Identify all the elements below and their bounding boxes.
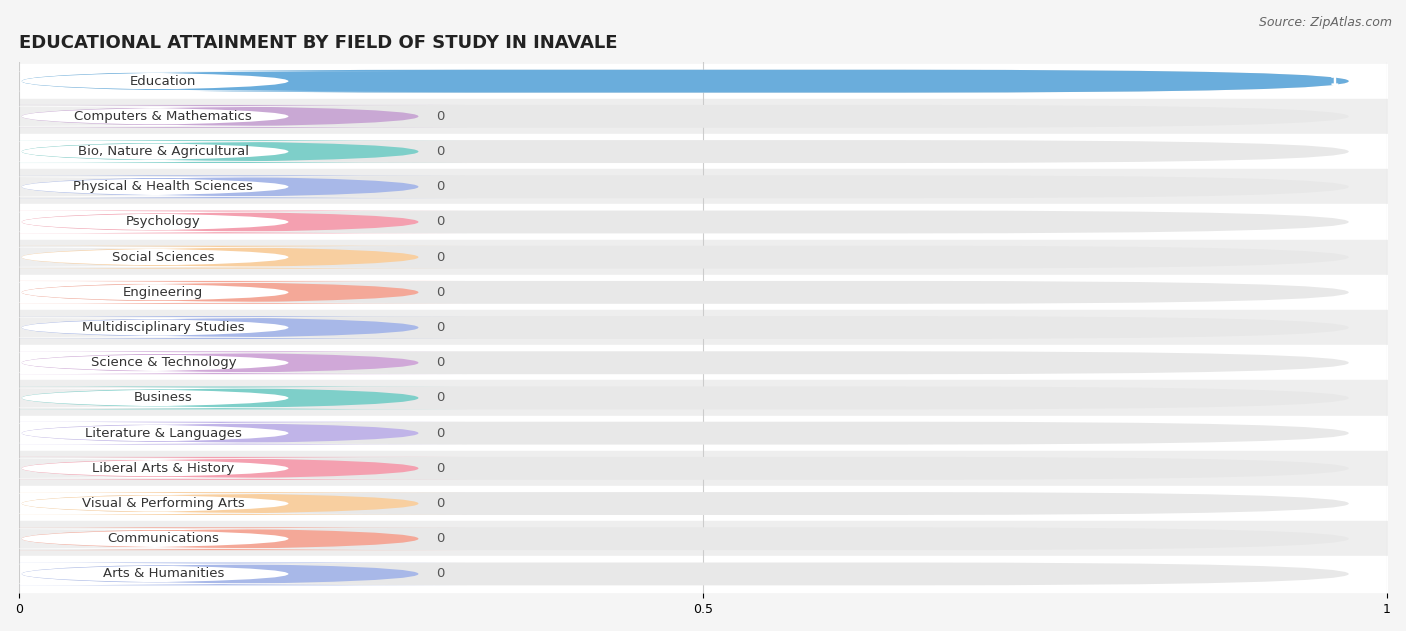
FancyBboxPatch shape: [0, 106, 413, 126]
FancyBboxPatch shape: [0, 140, 467, 163]
Text: 0: 0: [436, 145, 444, 158]
Text: Source: ZipAtlas.com: Source: ZipAtlas.com: [1258, 16, 1392, 29]
FancyBboxPatch shape: [21, 351, 1348, 374]
Text: Business: Business: [134, 391, 193, 404]
Text: EDUCATIONAL ATTAINMENT BY FIELD OF STUDY IN INAVALE: EDUCATIONAL ATTAINMENT BY FIELD OF STUDY…: [20, 34, 617, 52]
Text: 0: 0: [436, 357, 444, 369]
FancyBboxPatch shape: [0, 388, 413, 408]
FancyBboxPatch shape: [0, 457, 467, 480]
Text: 0: 0: [436, 180, 444, 193]
Text: Liberal Arts & History: Liberal Arts & History: [93, 462, 235, 475]
FancyBboxPatch shape: [21, 70, 1348, 93]
Text: 0: 0: [436, 532, 444, 545]
FancyBboxPatch shape: [0, 564, 413, 584]
FancyBboxPatch shape: [0, 529, 413, 549]
Text: Social Sciences: Social Sciences: [112, 251, 215, 264]
FancyBboxPatch shape: [21, 175, 1348, 198]
FancyBboxPatch shape: [21, 528, 1348, 550]
FancyBboxPatch shape: [0, 71, 413, 91]
FancyBboxPatch shape: [21, 140, 1348, 163]
FancyBboxPatch shape: [0, 458, 413, 478]
FancyBboxPatch shape: [0, 247, 413, 267]
Text: 0: 0: [436, 110, 444, 123]
Text: Engineering: Engineering: [124, 286, 204, 299]
Text: Bio, Nature & Agricultural: Bio, Nature & Agricultural: [77, 145, 249, 158]
Text: Literature & Languages: Literature & Languages: [84, 427, 242, 440]
FancyBboxPatch shape: [21, 492, 1348, 515]
FancyBboxPatch shape: [0, 316, 467, 339]
Text: 0: 0: [436, 497, 444, 510]
Text: 0: 0: [436, 286, 444, 299]
Text: Multidisciplinary Studies: Multidisciplinary Studies: [82, 321, 245, 334]
Text: 1: 1: [1330, 74, 1339, 88]
FancyBboxPatch shape: [0, 351, 467, 374]
FancyBboxPatch shape: [0, 282, 413, 302]
FancyBboxPatch shape: [21, 281, 1348, 304]
Text: 0: 0: [436, 462, 444, 475]
FancyBboxPatch shape: [21, 457, 1348, 480]
FancyBboxPatch shape: [21, 562, 1348, 586]
Text: Psychology: Psychology: [127, 215, 201, 228]
Text: Physical & Health Sciences: Physical & Health Sciences: [73, 180, 253, 193]
FancyBboxPatch shape: [0, 317, 413, 338]
FancyBboxPatch shape: [0, 492, 467, 515]
FancyBboxPatch shape: [0, 211, 467, 233]
FancyBboxPatch shape: [0, 562, 467, 586]
Text: Communications: Communications: [107, 532, 219, 545]
FancyBboxPatch shape: [21, 211, 1348, 233]
FancyBboxPatch shape: [0, 175, 467, 198]
FancyBboxPatch shape: [21, 245, 1348, 269]
FancyBboxPatch shape: [0, 422, 467, 445]
FancyBboxPatch shape: [21, 422, 1348, 445]
FancyBboxPatch shape: [0, 177, 413, 197]
FancyBboxPatch shape: [0, 245, 467, 269]
FancyBboxPatch shape: [0, 141, 413, 162]
Text: 0: 0: [436, 215, 444, 228]
Text: 0: 0: [436, 567, 444, 581]
Text: 0: 0: [436, 427, 444, 440]
Text: Arts & Humanities: Arts & Humanities: [103, 567, 224, 581]
FancyBboxPatch shape: [0, 212, 413, 232]
FancyBboxPatch shape: [21, 105, 1348, 128]
Text: 0: 0: [436, 391, 444, 404]
FancyBboxPatch shape: [0, 493, 413, 514]
FancyBboxPatch shape: [0, 423, 413, 443]
Text: 0: 0: [436, 321, 444, 334]
FancyBboxPatch shape: [0, 353, 413, 373]
Text: Education: Education: [131, 74, 197, 88]
FancyBboxPatch shape: [0, 387, 467, 410]
Text: Science & Technology: Science & Technology: [90, 357, 236, 369]
FancyBboxPatch shape: [0, 281, 467, 304]
FancyBboxPatch shape: [21, 70, 1348, 93]
FancyBboxPatch shape: [21, 316, 1348, 339]
Text: 0: 0: [436, 251, 444, 264]
Text: Computers & Mathematics: Computers & Mathematics: [75, 110, 252, 123]
FancyBboxPatch shape: [0, 528, 467, 550]
Text: Visual & Performing Arts: Visual & Performing Arts: [82, 497, 245, 510]
FancyBboxPatch shape: [0, 105, 467, 128]
FancyBboxPatch shape: [21, 387, 1348, 410]
